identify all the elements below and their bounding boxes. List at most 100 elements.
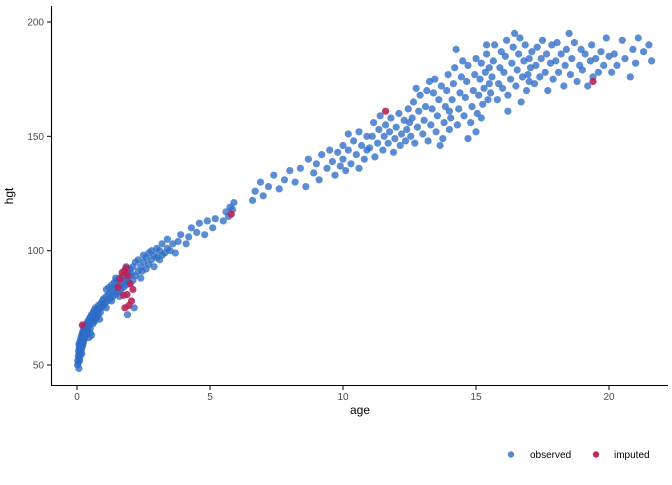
data-point-observed — [251, 187, 259, 195]
data-point-observed — [568, 55, 576, 63]
data-point-observed — [610, 50, 618, 58]
data-point-observed — [428, 105, 436, 113]
data-point-observed — [391, 135, 399, 143]
data-point-imputed — [121, 304, 129, 312]
data-point-observed — [203, 217, 211, 225]
data-point-observed — [419, 130, 427, 138]
data-point-observed — [339, 141, 347, 150]
data-point-observed — [487, 89, 495, 97]
data-point-observed — [397, 130, 406, 138]
data-point-observed — [368, 132, 376, 140]
data-point-observed — [485, 80, 493, 88]
data-point-observed — [264, 183, 273, 191]
legend-imputed-swatch — [592, 451, 600, 458]
data-point-observed — [219, 217, 227, 225]
data-point-observed — [86, 329, 94, 337]
x-tick-label: 0 — [74, 392, 80, 403]
data-point-observed — [513, 66, 521, 74]
data-point-observed — [522, 87, 531, 95]
data-point-observed — [259, 192, 267, 200]
data-point-imputed — [122, 264, 130, 272]
data-point-observed — [445, 107, 453, 115]
data-point-observed — [318, 151, 326, 159]
data-point-observed — [443, 87, 451, 95]
data-point-observed — [439, 135, 447, 143]
data-point-observed — [621, 55, 629, 63]
data-point-observed — [537, 55, 545, 63]
data-point-observed — [516, 34, 524, 42]
data-point-observed — [504, 91, 512, 99]
data-point-observed — [403, 125, 411, 134]
data-point-observed — [578, 66, 587, 74]
data-point-observed — [541, 68, 549, 76]
x-axis-title: age — [350, 403, 370, 417]
data-point-observed — [613, 61, 621, 69]
data-point-observed — [174, 237, 182, 246]
data-point-observed — [382, 121, 390, 129]
data-point-observed — [592, 55, 600, 63]
data-point-observed — [515, 50, 523, 58]
data-point-observed — [413, 123, 422, 131]
data-point-observed — [182, 240, 190, 248]
data-point-observed — [409, 98, 418, 106]
data-point-observed — [78, 350, 86, 358]
data-point-observed — [408, 114, 416, 122]
data-point-observed — [76, 356, 84, 364]
data-point-observed — [562, 45, 571, 54]
data-point-observed — [525, 55, 533, 63]
data-point-observed — [344, 146, 352, 154]
data-point-observed — [150, 263, 158, 271]
data-point-imputed — [78, 321, 86, 329]
legend: observed imputed — [507, 450, 650, 461]
data-point-observed — [423, 87, 431, 95]
data-point-observed — [538, 36, 547, 44]
data-point-observed — [493, 96, 501, 104]
data-point-observed — [521, 41, 529, 49]
data-point-imputed — [126, 280, 134, 288]
data-point-observed — [411, 139, 419, 147]
data-point-observed — [431, 75, 439, 83]
data-point-observed — [456, 89, 464, 97]
data-point-observed — [412, 84, 420, 92]
data-point-imputed — [116, 275, 124, 283]
data-point-observed — [480, 84, 488, 92]
data-point-observed — [503, 36, 511, 44]
data-point-observed — [468, 103, 476, 111]
data-point-observed — [588, 41, 596, 49]
data-point-observed — [542, 50, 551, 58]
data-point-observed — [508, 59, 516, 67]
data-point-observed — [138, 267, 146, 275]
data-point-observed — [158, 240, 166, 248]
data-point-observed — [211, 215, 219, 223]
y-tick-label: 200 — [27, 18, 44, 29]
x-tick-label: 5 — [207, 392, 213, 403]
data-point-imputed — [227, 210, 235, 218]
data-point-observed — [467, 119, 475, 127]
data-point-observed — [344, 130, 352, 138]
data-point-observed — [123, 311, 132, 319]
data-point-observed — [449, 80, 457, 88]
data-point-observed — [108, 297, 116, 305]
data-point-observed — [560, 82, 568, 90]
data-point-observed — [445, 125, 453, 134]
y-tick-label: 100 — [27, 246, 44, 257]
data-point-observed — [415, 107, 423, 115]
data-point-observed — [339, 155, 347, 163]
data-point-observed — [477, 114, 485, 122]
data-point-observed — [594, 68, 603, 76]
data-point-observed — [404, 105, 412, 113]
data-point-observed — [270, 171, 278, 179]
data-point-imputed — [123, 272, 132, 280]
data-point-observed — [524, 71, 532, 79]
data-point-observed — [440, 119, 448, 127]
data-point-observed — [323, 164, 331, 172]
data-point-imputed — [114, 283, 122, 291]
data-point-observed — [584, 82, 592, 90]
data-point-observed — [549, 75, 557, 83]
data-point-observed — [387, 114, 395, 122]
data-point-observed — [461, 93, 469, 102]
data-point-observed — [626, 73, 634, 81]
data-point-observed — [163, 235, 171, 243]
data-point-observed — [185, 233, 193, 241]
data-point-observed — [479, 100, 487, 108]
